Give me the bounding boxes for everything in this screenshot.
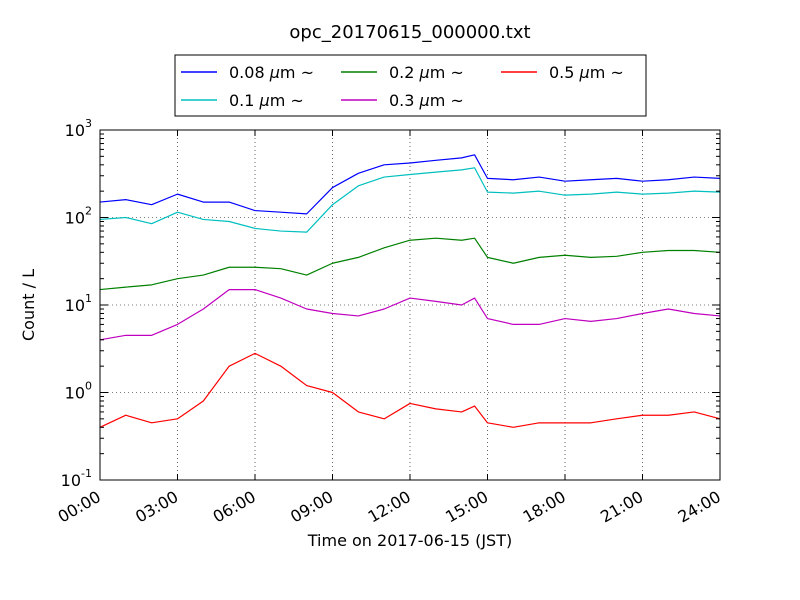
legend: 0.08 μm ~ 0.1 μm ~ 0.2 μm ~ 0.3 μm ~ 0.5 μm … [174, 54, 647, 117]
series-line [99, 237, 721, 291]
y-axis-label: Count / L [19, 269, 38, 341]
x-tick-label: 24:00 [675, 487, 724, 527]
legend-label: 0.2 μm ~ [389, 63, 464, 82]
x-tick-label: 03:00 [132, 487, 181, 527]
legend-label: 0.08 μm ~ [229, 63, 314, 82]
legend-label: 0.3 μm ~ [389, 91, 464, 110]
x-tick-label: 09:00 [287, 487, 336, 527]
series-group [99, 154, 721, 428]
series-line [99, 167, 721, 233]
x-tick-label: 18:00 [520, 487, 569, 527]
legend-box [174, 54, 647, 117]
series-line [99, 288, 721, 341]
y-tick-label: 101 [65, 292, 92, 315]
series-line [99, 154, 721, 215]
legend-label: 0.1 μm ~ [229, 91, 304, 110]
grid-lines [100, 130, 720, 480]
y-tick-label: 102 [65, 205, 92, 228]
x-tick-label: 15:00 [442, 487, 491, 527]
x-axis-label: Time on 2017-06-15 (JST) [307, 531, 512, 550]
x-tick-label: 06:00 [210, 487, 259, 527]
x-tick-label: 00:00 [55, 487, 104, 527]
legend-label: 0.5 μm ~ [549, 63, 624, 82]
x-tick-label: 12:00 [365, 487, 414, 527]
x-tick-label: 21:00 [597, 487, 646, 527]
series-line [99, 352, 721, 428]
y-tick-label: 10-1 [61, 467, 92, 490]
y-tick-label: 103 [65, 117, 92, 140]
y-tick-label: 100 [65, 380, 92, 403]
chart-title: opc_20170615_000000.txt [289, 22, 530, 43]
axis-ticks: 00:00 03:00 06:00 09:00 12:00 15:00 18:00 21:00… [55, 117, 724, 527]
